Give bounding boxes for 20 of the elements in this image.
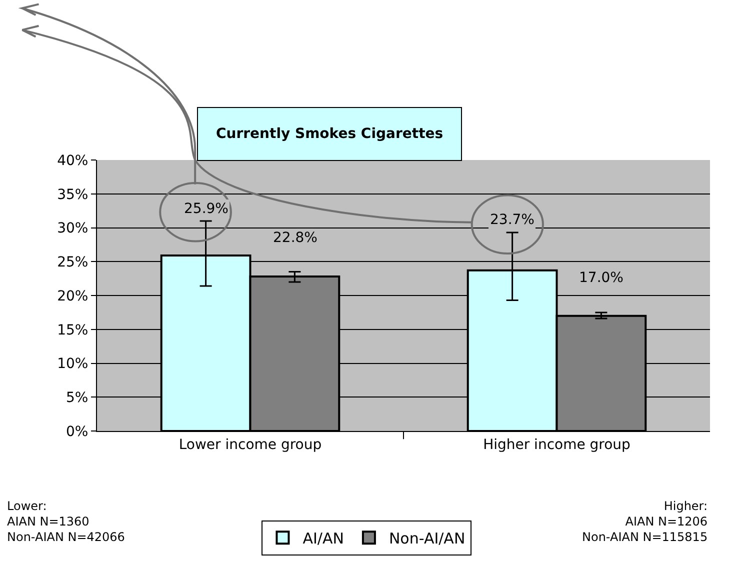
y-tick-label: 0% — [66, 424, 88, 440]
y-tick-label: 20% — [57, 288, 88, 304]
data-label: 22.8% — [273, 230, 318, 246]
text: Lower: AIAN N=1360 Non-AIAN N=42066 — [7, 499, 125, 544]
data-label: 17.0% — [579, 270, 624, 286]
y-tick-label: 30% — [57, 220, 88, 237]
data-label: 25.9% — [184, 201, 228, 217]
x-tick-label: Lower income group — [178, 436, 322, 453]
y-tick-label: 25% — [57, 254, 88, 271]
chart-title: Currently Smokes Cigarettes — [216, 126, 444, 142]
legend-label: Non-AI/AN — [388, 530, 466, 548]
legend-label: AI/AN — [302, 530, 344, 548]
text: Higher: AIAN N=1206 Non-AIAN N=115815 — [582, 499, 708, 544]
y-tick-label: 40% — [57, 152, 88, 169]
y-tick-label: 15% — [57, 322, 88, 338]
x-tick-label: Higher income group — [483, 436, 631, 453]
data-label: 23.7% — [490, 212, 534, 228]
y-tick-label: 10% — [57, 356, 88, 372]
y-tick-label: 5% — [66, 390, 88, 406]
y-tick-label: 35% — [57, 186, 88, 203]
